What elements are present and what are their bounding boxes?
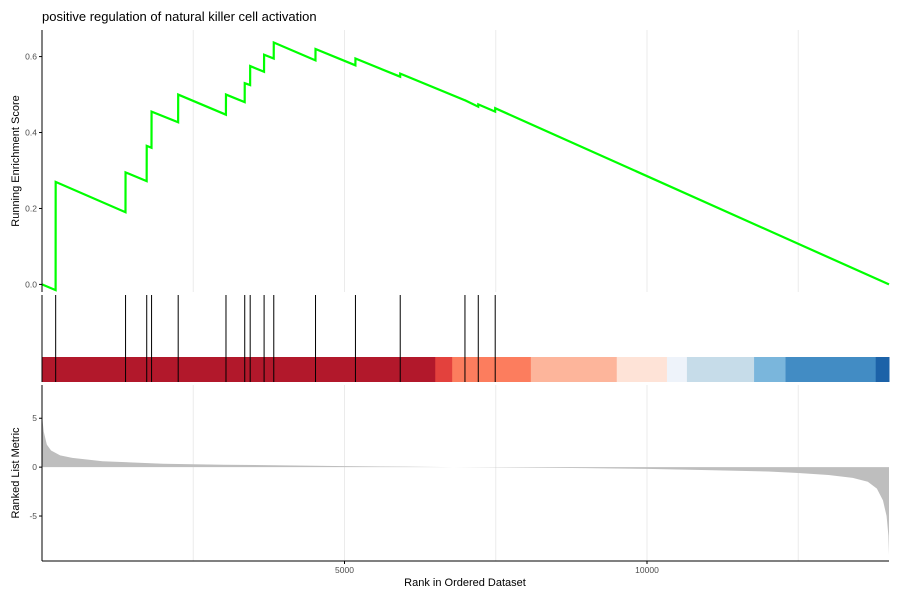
metric-gridlines [192,385,799,561]
x-tick-label: 5000 [335,565,354,575]
color-band-segment [666,357,688,382]
plot-title: positive regulation of natural killer ce… [42,9,317,24]
metric-panel: 5 0 -5 5000 10000 Ranked List Metric Rank i… [10,385,889,589]
metric-y-tick-label: -5 [29,511,37,521]
color-band-segment [875,357,890,382]
es-gridlines [192,30,799,292]
color-band-segment [616,357,668,382]
metric-y-axis-title: Ranked List Metric [10,427,22,519]
es-y-tick-label: 0.2 [25,203,37,213]
running-es-line [41,40,890,292]
color-band-segment [785,357,877,382]
color-band-segment [686,357,755,382]
color-band-segment [452,357,532,382]
x-axis-title: Rank in Ordered Dataset [404,577,526,589]
es-y-axis-title: Running Enrichment Score [10,95,22,226]
metric-y-tick-label: 0 [32,462,37,472]
gene-hit-lines [55,295,496,382]
es-y-tick-label: 0.6 [25,52,37,62]
es-y-tick-label: 0.4 [25,128,37,138]
hits-panel [41,295,890,382]
x-tick-label: 10000 [635,565,659,575]
metric-y-tick-label: 5 [32,413,37,423]
color-band-segment [42,357,436,382]
rank-color-band [42,357,890,382]
color-band-segment [754,357,787,382]
es-y-tick-label: 0.0 [25,279,37,289]
color-band-segment [530,357,618,382]
es-panel: 0.0 0.2 0.4 0.6 Running Enrichment Score [10,30,890,292]
color-band-segment [435,357,453,382]
